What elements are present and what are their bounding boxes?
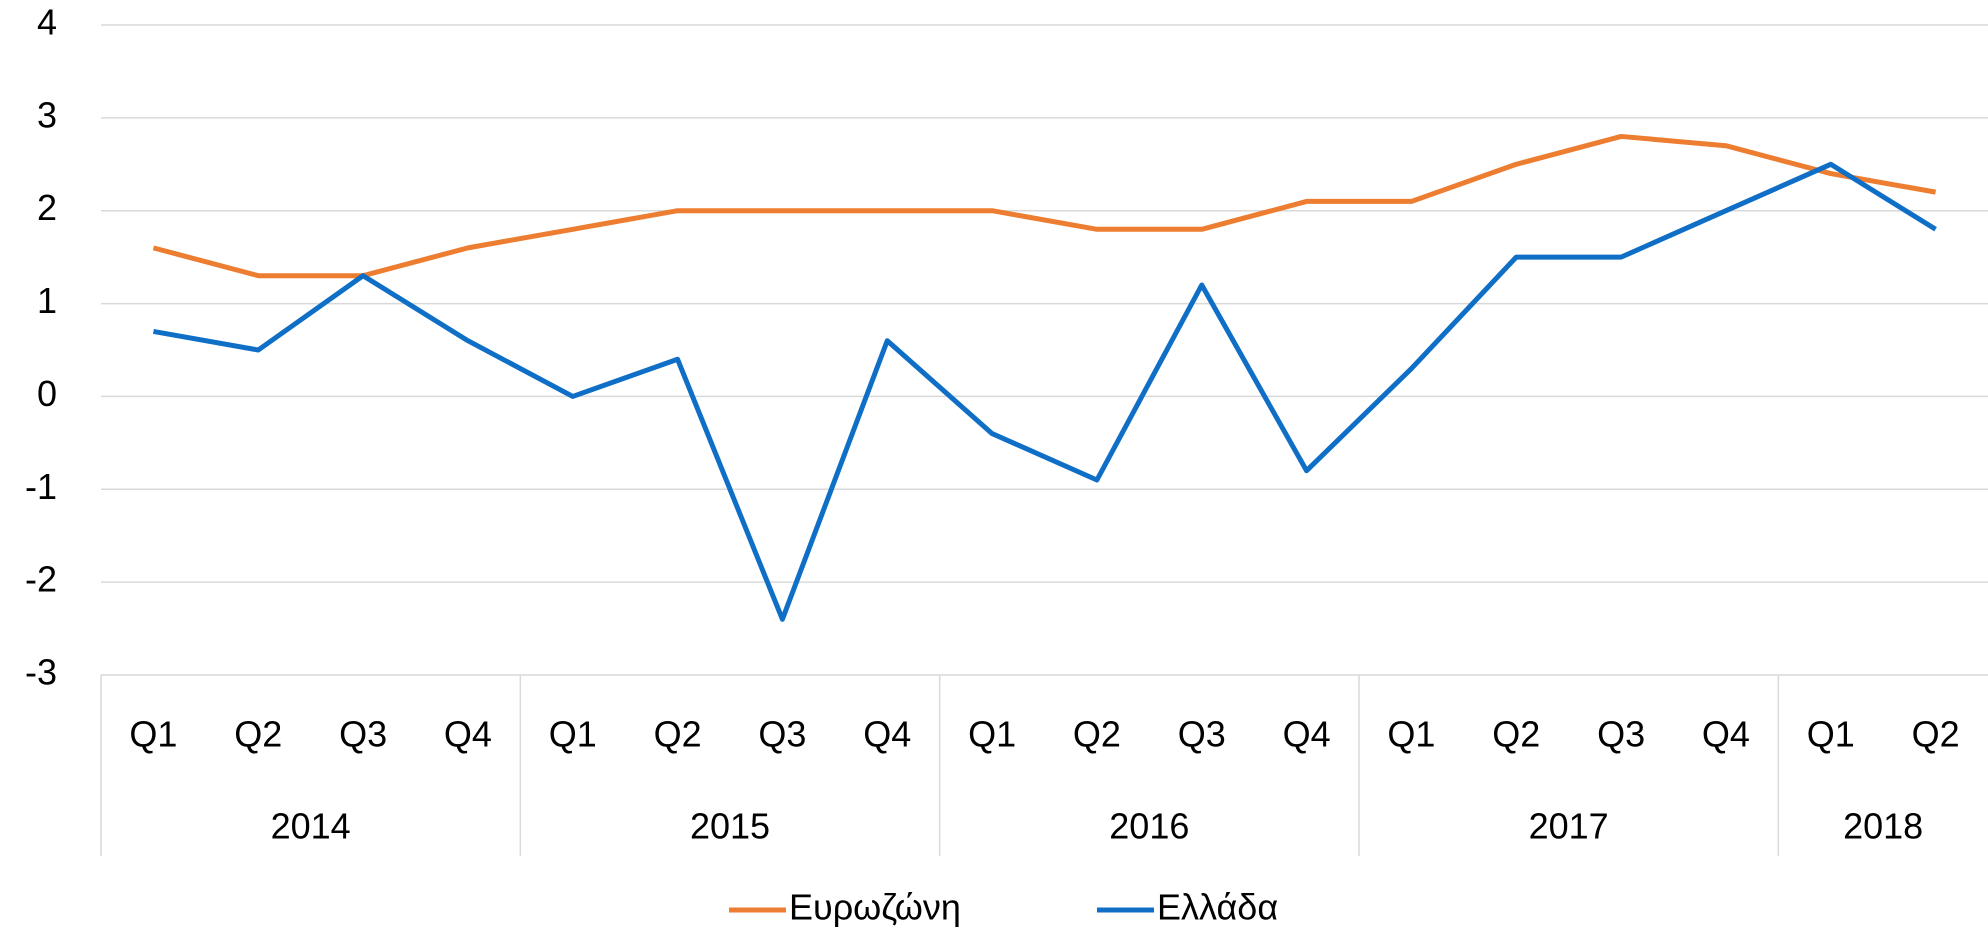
x-tick-label: Q2 <box>1073 714 1121 755</box>
series-line <box>152 133 1937 279</box>
legend-label: Ευρωζώνη <box>789 887 961 928</box>
y-tick-label: 2 <box>37 187 57 228</box>
x-tick-label: Q4 <box>1283 714 1331 755</box>
y-tick-label: 1 <box>37 280 57 321</box>
y-tick-label: 0 <box>37 373 57 414</box>
x-tick-label: Q3 <box>339 714 387 755</box>
series-line <box>152 161 1937 622</box>
x-tick-label: Q1 <box>1387 714 1435 755</box>
y-tick-label: -2 <box>25 559 57 600</box>
x-tick-label: Q3 <box>1597 714 1645 755</box>
x-tick-label: Q1 <box>129 714 177 755</box>
x-tick-label: Q2 <box>234 714 282 755</box>
x-tick-label: Q3 <box>1178 714 1226 755</box>
legend-label: Ελλάδα <box>1157 887 1278 928</box>
year-label: 2015 <box>690 806 770 847</box>
x-tick-label: Q4 <box>1702 714 1750 755</box>
x-tick-label: Q2 <box>1492 714 1540 755</box>
x-tick-label: Q3 <box>758 714 806 755</box>
y-tick-label: -3 <box>25 652 57 693</box>
year-label: 2016 <box>1109 806 1189 847</box>
x-tick-label: Q1 <box>1807 714 1855 755</box>
year-label: 2017 <box>1529 806 1609 847</box>
x-tick-label: Q4 <box>444 714 492 755</box>
year-label: 2014 <box>271 806 351 847</box>
x-tick-label: Q2 <box>1912 714 1960 755</box>
year-label: 2018 <box>1843 806 1923 847</box>
x-tick-label: Q4 <box>863 714 911 755</box>
x-tick-label: Q1 <box>968 714 1016 755</box>
x-tick-label: Q2 <box>654 714 702 755</box>
y-tick-label: 4 <box>37 2 57 43</box>
y-tick-label: -1 <box>25 466 57 507</box>
y-tick-label: 3 <box>37 94 57 135</box>
x-tick-label: Q1 <box>549 714 597 755</box>
